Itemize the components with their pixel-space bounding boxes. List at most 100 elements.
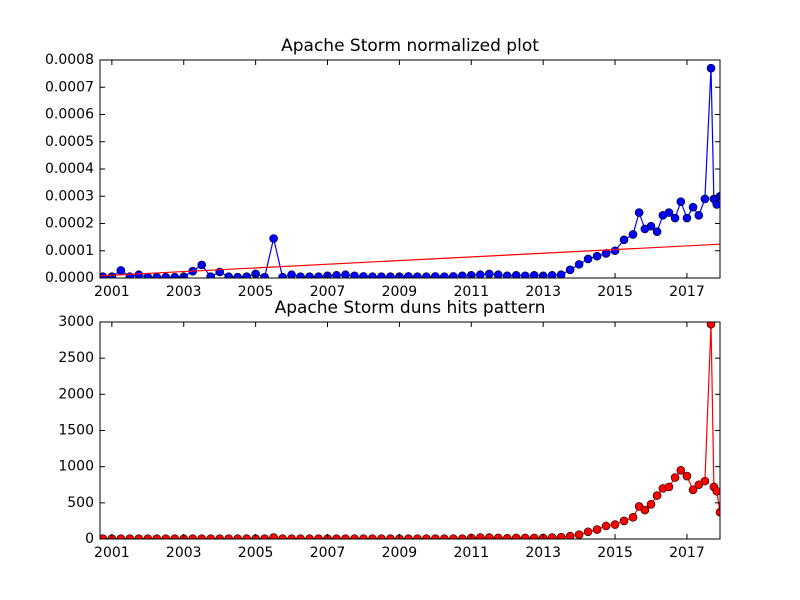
x-tick-label: 2007: [310, 545, 346, 561]
data-point: [341, 270, 350, 278]
data-point: [601, 521, 611, 531]
data-point: [682, 213, 692, 223]
data-point: [484, 533, 494, 539]
data-point: [484, 269, 494, 278]
data-point: [493, 533, 503, 539]
x-tick-label: 2011: [453, 284, 489, 300]
data-point: [511, 270, 521, 278]
data-point: [422, 272, 431, 278]
chart-title: Apache Storm duns hits pattern: [275, 298, 546, 318]
data-point: [610, 246, 620, 256]
y-tick-label: 0.0000: [45, 270, 94, 286]
data-point: [413, 272, 422, 278]
data-point: [565, 265, 575, 275]
data-point: [287, 270, 296, 278]
data-point: [610, 520, 620, 529]
x-tick-label: 2017: [669, 545, 705, 561]
data-point: [511, 533, 521, 539]
data-point: [520, 271, 530, 278]
data-point: [700, 194, 710, 204]
data-point: [676, 465, 686, 475]
data-point: [350, 271, 359, 278]
y-tick-label: 500: [67, 495, 94, 511]
data-point: [706, 63, 716, 73]
y-tick-label: 0.0001: [45, 243, 94, 259]
data-point: [502, 271, 512, 278]
data-point: [646, 499, 656, 509]
data-point: [628, 230, 638, 239]
data-point: [652, 491, 662, 500]
data-point: [520, 533, 530, 539]
data-point: [475, 533, 485, 539]
plot-area: [100, 63, 720, 278]
data-point: [314, 272, 323, 278]
x-tick-label: 2001: [94, 545, 130, 561]
data-point: [574, 530, 584, 539]
x-tick-label: 2013: [525, 545, 561, 561]
data-point: [547, 533, 557, 539]
data-point: [404, 272, 413, 278]
data-point: [529, 270, 539, 278]
data-point: [269, 533, 278, 539]
x-tick-label: 2015: [597, 284, 633, 300]
x-tick-label: 2007: [310, 284, 346, 300]
data-point: [670, 213, 680, 223]
data-point: [440, 272, 449, 278]
data-point: [646, 221, 656, 231]
y-tick-label: 0.0007: [45, 79, 94, 95]
y-tick-label: 1000: [58, 459, 94, 475]
data-point: [332, 270, 341, 278]
data-point: [640, 505, 650, 515]
data-point: [386, 272, 395, 278]
data-point: [712, 486, 720, 496]
data-point: [583, 527, 593, 537]
x-tick-label: 2005: [238, 284, 274, 300]
data-point: [700, 476, 710, 486]
y-tick-label: 0.0004: [45, 161, 94, 177]
data-point: [170, 272, 180, 278]
data-point: [682, 471, 692, 481]
chart-title: Apache Storm normalized plot: [281, 36, 539, 56]
data-point: [431, 272, 440, 278]
data-point: [664, 208, 674, 217]
x-tick-label: 2003: [166, 545, 202, 561]
data-point: [368, 272, 377, 278]
y-tick-label: 0.0006: [45, 107, 94, 123]
y-tick-label: 3000: [58, 314, 94, 330]
data-point: [116, 266, 126, 275]
data-point: [565, 531, 575, 539]
data-point: [583, 254, 593, 264]
data-point: [688, 202, 698, 212]
x-tick-label: 2003: [166, 284, 202, 300]
series-line: [100, 243, 720, 277]
data-point: [278, 272, 287, 278]
data-point: [242, 272, 251, 278]
data-point: [670, 473, 680, 482]
data-point: [493, 270, 503, 278]
data-point: [224, 272, 233, 278]
data-point: [664, 482, 674, 492]
data-point: [197, 260, 207, 270]
data-point: [529, 533, 539, 539]
data-point: [556, 270, 566, 278]
data-point: [502, 533, 512, 539]
x-tick-label: 2005: [238, 545, 274, 561]
data-point: [592, 251, 602, 261]
data-point: [449, 272, 458, 278]
y-tick-label: 0.0008: [45, 52, 94, 68]
y-tick-label: 2000: [58, 386, 94, 402]
data-point: [457, 271, 467, 278]
x-tick-label: 2013: [525, 284, 561, 300]
data-point: [296, 272, 305, 278]
data-point: [260, 272, 269, 278]
data-point: [233, 272, 242, 278]
data-point: [694, 211, 704, 220]
data-point: [305, 272, 314, 278]
data-point: [556, 532, 566, 539]
x-tick-label: 2009: [382, 545, 418, 561]
data-point: [619, 235, 629, 245]
data-point: [652, 227, 662, 236]
data-point: [706, 322, 716, 329]
data-point: [619, 516, 629, 526]
data-point: [688, 485, 698, 495]
